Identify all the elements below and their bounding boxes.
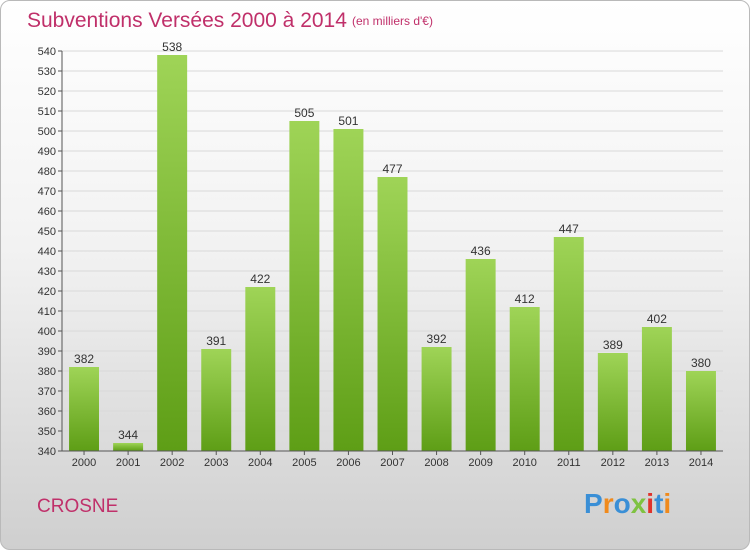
data-label-2004: 422 [250,272,270,286]
x-tick-label-2002: 2002 [160,457,184,469]
y-tick-label: 510 [38,106,56,118]
y-tick-label: 480 [38,166,56,178]
x-tick-label-2011: 2011 [557,457,581,469]
data-label-2007: 477 [382,162,402,176]
y-tick-label: 440 [38,246,56,258]
bar-2011 [553,237,584,451]
data-label-2006: 501 [338,114,358,128]
y-tick-label: 410 [38,306,56,318]
axes: 340 350 360 370 380 390 400 410 420 430 440 450 460 4… [38,46,723,469]
y-tick-label: 380 [38,366,56,378]
bar-2001 [113,443,144,451]
data-label-2003: 391 [206,334,226,348]
data-label-2002: 538 [162,40,182,54]
bar-2013 [641,327,672,451]
y-tick-label: 340 [38,446,56,458]
x-tick-label-2007: 2007 [380,457,404,469]
logo-letter: x [630,488,647,519]
logo-letter: i [663,488,672,519]
bar-2008 [421,347,452,451]
x-tick-label-2009: 2009 [468,457,492,469]
data-label-2010: 412 [515,292,535,306]
bar-2004 [245,287,276,451]
logo-letter: i [646,488,655,519]
y-tick-label: 430 [38,266,56,278]
data-label-2001: 344 [118,428,138,442]
bar-2012 [597,353,628,451]
bar-2002 [157,55,188,451]
data-label-2000: 382 [74,352,94,366]
bar-2006 [333,129,364,451]
y-tick-label: 540 [38,46,56,58]
x-tick-label-2004: 2004 [248,457,272,469]
data-label-2009: 436 [471,244,491,258]
bar-2005 [289,121,320,451]
data-label-2013: 402 [647,312,667,326]
x-tick-label-2005: 2005 [292,457,316,469]
y-tick-label: 530 [38,66,56,78]
bar-2010 [509,307,540,451]
bar-2009 [465,259,496,451]
x-tick-label-2013: 2013 [645,457,669,469]
bars: 382 344 538 391 422 505 501 477 392 436 412 447 389 4… [69,40,716,451]
data-label-2014: 380 [691,356,711,370]
chart-unit: (en milliers d'€) [352,14,433,28]
x-tick-label-2014: 2014 [689,457,713,469]
y-tick-label: 390 [38,346,56,358]
town-name: CROSNE [37,496,119,517]
bar-2007 [377,177,408,451]
x-tick-label-2006: 2006 [336,457,360,469]
data-label-2008: 392 [427,332,447,346]
y-tick-label: 400 [38,326,56,338]
logo-letter: o [613,488,631,519]
proxiti-logo: Proxiti [584,488,671,520]
y-tick-label: 520 [38,86,56,98]
x-tick-label-2012: 2012 [601,457,625,469]
y-tick-label: 450 [38,226,56,238]
data-label-2011: 447 [559,222,579,236]
y-tick-label: 490 [38,146,56,158]
y-tick-label: 470 [38,186,56,198]
y-tick-label: 460 [38,206,56,218]
logo-letter: r [602,488,614,519]
y-tick-label: 370 [38,386,56,398]
x-tick-label-2001: 2001 [116,457,140,469]
data-label-2005: 505 [294,106,314,120]
y-tick-label: 350 [38,426,56,438]
x-tick-label-2000: 2000 [72,457,96,469]
y-tick-label: 360 [38,406,56,418]
bar-2014 [685,371,716,451]
bar-2003 [201,349,232,451]
y-tick-label: 420 [38,286,56,298]
x-tick-label-2010: 2010 [512,457,536,469]
logo-letter: P [584,488,603,519]
logo-letter: t [654,488,664,519]
data-label-2012: 389 [603,338,623,352]
bar-2000 [69,367,100,451]
x-tick-label-2008: 2008 [424,457,448,469]
y-tick-label: 500 [38,126,56,138]
chart-title: Subventions Versées 2000 à 2014 [27,9,347,32]
x-tick-label-2003: 2003 [204,457,228,469]
